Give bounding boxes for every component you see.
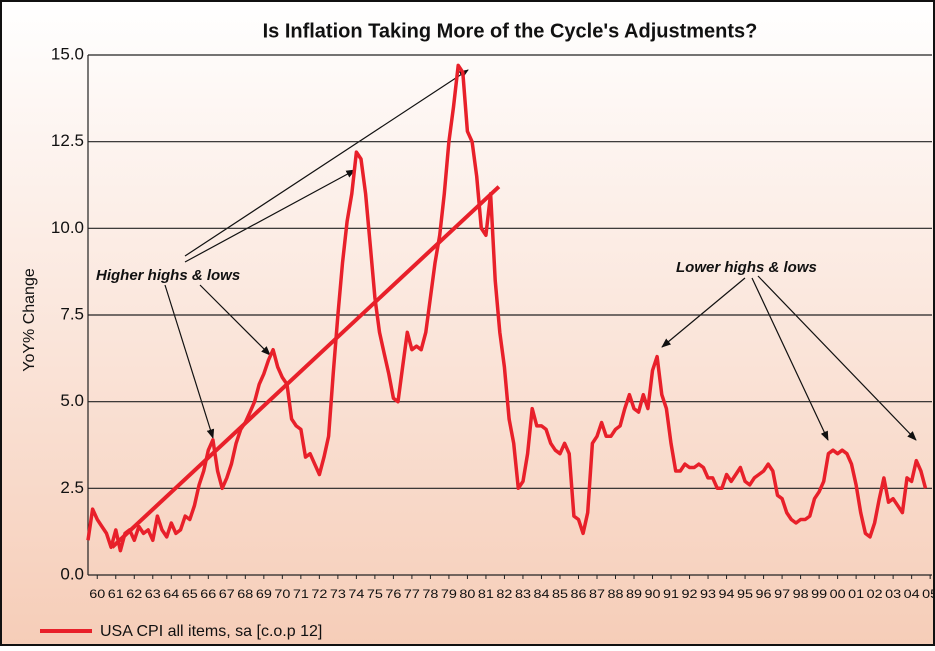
x-tick-label: 67: [219, 587, 235, 601]
x-tick-label: 05: [922, 587, 935, 601]
x-tick-label: 78: [422, 587, 438, 601]
x-tick-label: 98: [793, 587, 809, 601]
x-tick-label: 81: [478, 587, 494, 601]
x-tick-label: 60: [89, 587, 105, 601]
plot: 0.0 2.5 5.0 7.5 10.0 12.5 15.0 60 61 62 63 64 65 66 67…: [51, 44, 935, 601]
x-tick-label: 94: [719, 587, 735, 601]
arrow: [184, 169, 356, 263]
x-tick-label: 85: [552, 587, 568, 601]
x-tick-label: 76: [385, 587, 401, 601]
x-tick-label: 82: [496, 587, 512, 601]
x-tick-label: 77: [404, 587, 420, 601]
y-axis-label: YoY% Change: [21, 268, 38, 372]
x-tick-label: 97: [774, 587, 790, 601]
arrow: [757, 275, 917, 441]
annotation: Lower highs & lows: [676, 259, 817, 276]
x-tick-label: 95: [737, 587, 753, 601]
arrows: [164, 69, 917, 441]
x-tick-label: 74: [348, 587, 364, 601]
x-tick-label: 70: [274, 587, 290, 601]
y-tick-label: 15.0: [51, 44, 84, 63]
chart-title: Is Inflation Taking More of the Cycle's …: [263, 20, 758, 42]
data-line: [86, 63, 928, 553]
x-tick-label: 79: [441, 587, 457, 601]
x-tick-label: 80: [459, 587, 475, 601]
x-tick-label: 71: [293, 587, 309, 601]
arrow: [661, 277, 746, 348]
y-tick-label: 0.0: [60, 564, 84, 583]
x-tick-label: 01: [848, 587, 864, 601]
x-tick-label: 91: [663, 587, 679, 601]
x-tick-label: 93: [700, 587, 716, 601]
x-tick-label: 73: [330, 587, 346, 601]
arrow: [184, 69, 469, 257]
x-tick-label: 84: [533, 587, 549, 601]
legend-label: USA CPI all items, sa [c.o.p 12]: [100, 623, 322, 640]
x-tick-label: 00: [830, 587, 846, 601]
x-tick-label: 87: [589, 587, 605, 601]
x-tick-label: 99: [811, 587, 827, 601]
x-tick-label: 62: [126, 587, 142, 601]
arrow: [751, 277, 829, 441]
y-tick-label: 5.0: [60, 391, 84, 410]
x-tick-label: 65: [182, 587, 198, 601]
x-tick-label: 66: [200, 587, 216, 601]
x-tick-label: 92: [682, 587, 698, 601]
x-tick-label: 68: [237, 587, 253, 601]
x-tick-label: 03: [885, 587, 901, 601]
arrow: [164, 284, 215, 439]
x-tick-label: 72: [311, 587, 327, 601]
x-tick-label: 88: [608, 587, 624, 601]
x-tick-label: 75: [367, 587, 383, 601]
x-tick-label: 63: [145, 587, 161, 601]
x-tick-label: 02: [867, 587, 883, 601]
arrow: [199, 284, 271, 356]
x-tick-label: 86: [570, 587, 586, 601]
trend-line: [110, 185, 501, 549]
x-tick-label: 64: [163, 587, 179, 601]
x-tick-label: 69: [256, 587, 272, 601]
x-tick-label: 04: [904, 587, 920, 601]
y-tick-label: 10.0: [51, 218, 84, 237]
x-tick-label: 83: [515, 587, 531, 601]
x-tick-label: 61: [108, 587, 124, 601]
y-tick-label: 7.5: [60, 304, 84, 323]
x-tick-label: 96: [756, 587, 772, 601]
y-tick-label: 2.5: [60, 478, 84, 497]
annotation: Higher highs & lows: [96, 267, 240, 284]
x-tick-label: 89: [626, 587, 642, 601]
y-tick-label: 12.5: [51, 131, 84, 150]
x-tick-label: 90: [645, 587, 661, 601]
